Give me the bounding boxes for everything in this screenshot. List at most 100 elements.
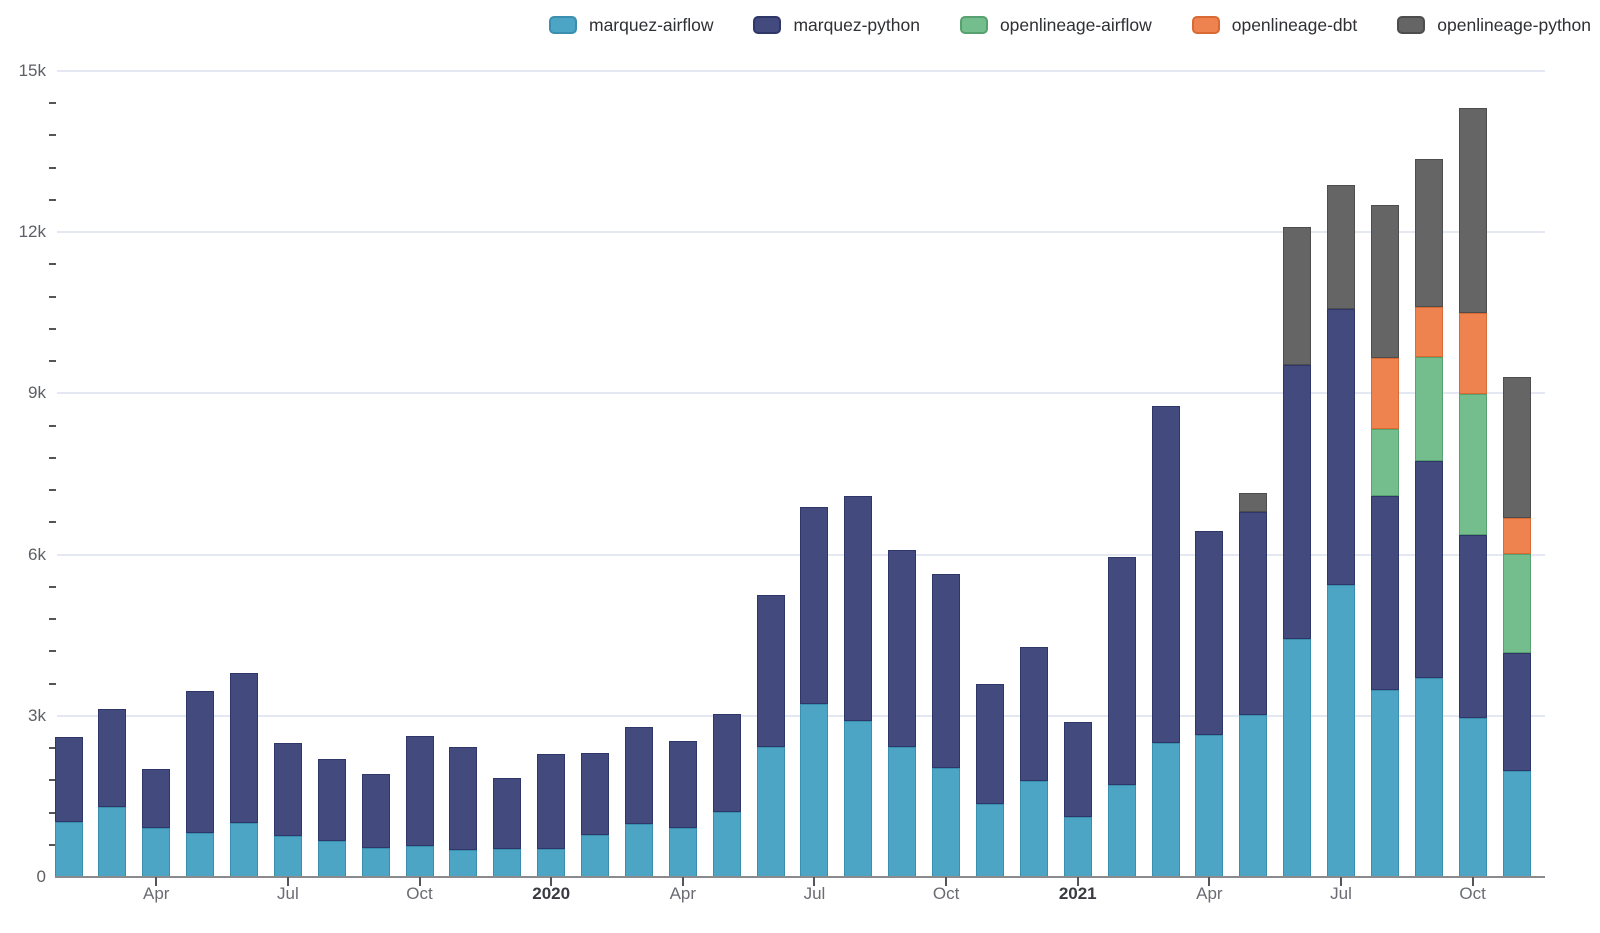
bar-segment-marquez-airflow[interactable] [1151,743,1180,877]
bar-segment-marquez-airflow[interactable] [1063,817,1092,877]
bar-segment-marquez-python[interactable] [1502,652,1531,771]
bar-segment-openlineage-dbt[interactable] [1370,358,1399,429]
x-axis-tick [550,877,553,886]
bar-segment-marquez-airflow[interactable] [844,720,873,877]
bar-segment-openlineage-dbt[interactable] [1458,312,1487,394]
bar-segment-marquez-airflow[interactable] [186,832,215,877]
bar-segment-marquez-airflow[interactable] [230,823,259,877]
legend-label: marquez-airflow [589,14,714,35]
bar-segment-marquez-airflow[interactable] [800,703,829,877]
bar-segment-marquez-airflow[interactable] [1414,677,1443,877]
bar-segment-marquez-python[interactable] [1327,309,1356,586]
bar-segment-marquez-python[interactable] [1239,512,1268,715]
bar-segment-marquez-python[interactable] [1458,534,1487,718]
bar-segment-marquez-airflow[interactable] [449,850,478,877]
bar-segment-marquez-airflow[interactable] [1283,638,1312,877]
bar-segment-marquez-python[interactable] [1195,531,1224,735]
bar-segment-marquez-airflow[interactable] [1195,734,1224,877]
bar-segment-marquez-python[interactable] [1063,721,1092,818]
bar-segment-openlineage-python[interactable] [1370,205,1399,359]
bar-segment-marquez-airflow[interactable] [756,746,785,877]
bar-segment-marquez-airflow[interactable] [668,828,697,877]
bar-segment-marquez-python[interactable] [975,683,1004,804]
bar-segment-marquez-python[interactable] [493,778,522,850]
bar-segment-openlineage-airflow[interactable] [1458,393,1487,535]
y-minor-tick [49,198,56,201]
bar-segment-marquez-python[interactable] [449,746,478,851]
x-axis-tick [945,877,948,886]
bar-segment-openlineage-airflow[interactable] [1370,428,1399,497]
bar-segment-openlineage-python[interactable] [1283,226,1312,365]
bar-segment-marquez-python[interactable] [317,759,346,841]
bar-segment-marquez-airflow[interactable] [537,849,566,877]
bar-segment-openlineage-python[interactable] [1502,377,1531,518]
bar-segment-marquez-python[interactable] [54,737,83,823]
bar-segment-marquez-airflow[interactable] [1019,780,1048,877]
bar-segment-marquez-python[interactable] [844,496,873,721]
bar-segment-marquez-python[interactable] [230,673,259,824]
bar-segment-openlineage-dbt[interactable] [1414,306,1443,358]
bar-segment-openlineage-airflow[interactable] [1502,554,1531,653]
bar-segment-marquez-python[interactable] [624,727,653,824]
bar-segment-openlineage-airflow[interactable] [1414,357,1443,462]
bar-segment-marquez-python[interactable] [756,594,785,747]
bar-segment-marquez-airflow[interactable] [361,847,390,877]
bar-segment-marquez-airflow[interactable] [493,849,522,877]
bar-segment-marquez-airflow[interactable] [624,823,653,877]
bar-segment-marquez-airflow[interactable] [1502,770,1531,877]
bar-segment-marquez-airflow[interactable] [405,846,434,877]
x-axis-tick [1208,877,1211,886]
bar-segment-marquez-airflow[interactable] [1327,585,1356,877]
bar-segment-marquez-python[interactable] [1414,461,1443,678]
bar-segment-marquez-airflow[interactable] [1370,690,1399,877]
legend-item-marquez-airflow[interactable]: marquez-airflow [549,15,713,36]
bar-segment-marquez-airflow[interactable] [932,767,961,877]
legend-label: openlineage-airflow [999,14,1152,35]
bar-segment-openlineage-python[interactable] [1458,107,1487,313]
bar-segment-marquez-airflow[interactable] [54,822,83,877]
gridline [57,231,1545,234]
bar-segment-marquez-python[interactable] [1151,405,1180,744]
bar-segment-marquez-airflow[interactable] [1239,714,1268,877]
bar-segment-marquez-python[interactable] [142,768,171,828]
bar-segment-openlineage-python[interactable] [1327,185,1356,310]
bar-segment-marquez-python[interactable] [800,506,829,704]
y-minor-tick [49,295,56,298]
bar-segment-marquez-airflow[interactable] [581,834,610,877]
bar-segment-marquez-python[interactable] [581,752,610,835]
legend-item-marquez-python[interactable]: marquez-python [753,15,920,36]
bar-segment-marquez-python[interactable] [361,773,390,848]
legend-swatch-icon [1191,16,1220,34]
legend-item-openlineage-dbt[interactable]: openlineage-dbt [1191,14,1358,36]
bar-segment-marquez-python[interactable] [668,740,697,829]
bar-segment-marquez-python[interactable] [186,690,215,833]
legend-label: openlineage-dbt [1231,14,1358,35]
legend-item-openlineage-airflow[interactable]: openlineage-airflow [959,14,1152,36]
y-minor-tick [49,134,56,137]
bar-segment-marquez-airflow[interactable] [142,827,171,877]
bar-segment-openlineage-python[interactable] [1239,493,1268,513]
bar-segment-marquez-python[interactable] [405,735,434,847]
bar-segment-marquez-airflow[interactable] [317,840,346,877]
bar-segment-marquez-airflow[interactable] [1458,717,1487,877]
bar-segment-marquez-python[interactable] [1019,647,1048,781]
bar-segment-marquez-airflow[interactable] [273,836,302,877]
bar-segment-marquez-python[interactable] [1370,496,1399,690]
bar-segment-marquez-airflow[interactable] [975,803,1004,877]
bar-segment-marquez-python[interactable] [712,713,741,812]
bar-segment-marquez-python[interactable] [537,753,566,850]
bar-segment-openlineage-python[interactable] [1414,159,1443,307]
bar-segment-marquez-airflow[interactable] [98,807,127,877]
bar-segment-marquez-airflow[interactable] [712,811,741,877]
legend-item-openlineage-python[interactable]: openlineage-python [1397,15,1591,36]
bar-segment-marquez-python[interactable] [1283,364,1312,639]
bar-segment-marquez-python[interactable] [273,742,302,837]
bar-segment-openlineage-dbt[interactable] [1502,517,1531,555]
bar-segment-marquez-python[interactable] [888,550,917,747]
gridline [57,392,1545,395]
bar-segment-marquez-python[interactable] [98,709,127,808]
bar-segment-marquez-python[interactable] [1107,556,1136,786]
bar-segment-marquez-airflow[interactable] [888,746,917,877]
bar-segment-marquez-airflow[interactable] [1107,785,1136,877]
bar-segment-marquez-python[interactable] [932,573,961,768]
